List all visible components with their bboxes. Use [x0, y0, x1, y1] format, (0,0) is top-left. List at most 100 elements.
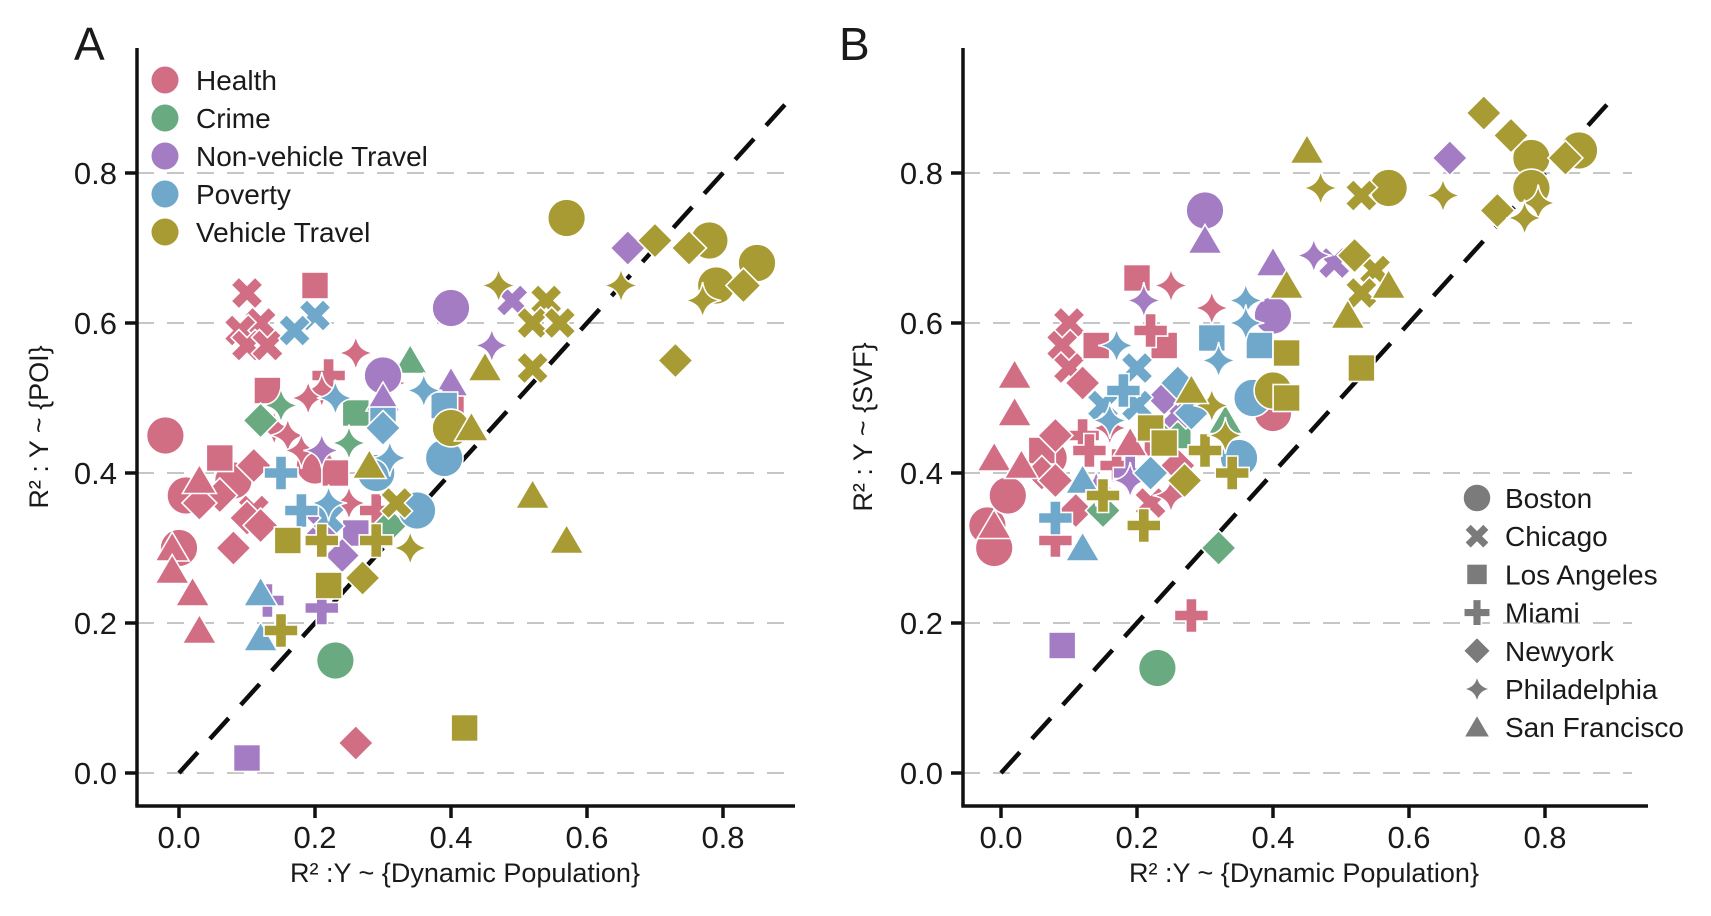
y-tick-label: 0.8 [900, 156, 943, 191]
data-point [1268, 267, 1305, 300]
data-point [405, 371, 443, 410]
data-point [229, 275, 265, 311]
data-point [242, 575, 279, 607]
chart-render-root: 0.0 0.2 0.4 0.6 0.8 0.0 0.2 0.4 0.6 0.8 0.0 0.2 0.4 0… [74, 48, 1684, 855]
data-point [181, 462, 218, 495]
legend-marker-x-icon [1463, 522, 1491, 550]
data-point [1199, 341, 1238, 380]
data-point [1125, 281, 1163, 320]
data-point [1193, 289, 1231, 327]
legend-label: Chicago [1505, 521, 1608, 552]
data-point [391, 529, 429, 567]
data-point [1546, 139, 1585, 177]
x-tick-label: 0.0 [157, 820, 200, 855]
data-point [656, 341, 695, 380]
data-point [1370, 267, 1407, 300]
data-point [235, 446, 273, 485]
data-point [1245, 331, 1274, 360]
legend-label: Los Angeles [1505, 559, 1658, 590]
data-point [975, 440, 1013, 472]
data-point [273, 526, 303, 555]
data-point [1071, 432, 1108, 469]
data-point [343, 559, 382, 597]
data-point [315, 640, 356, 681]
data-point [351, 447, 388, 480]
y-tick-label: 0.2 [900, 606, 943, 641]
data-point [145, 415, 186, 456]
data-point [262, 386, 300, 425]
data-point [431, 288, 471, 328]
data-point [1063, 364, 1102, 402]
y-tick-label: 0.6 [900, 306, 943, 341]
y-tick-label: 0.0 [900, 756, 943, 791]
data-point [683, 281, 722, 320]
data-point [602, 266, 640, 305]
data-point [1003, 447, 1040, 480]
legend-label: Boston [1505, 483, 1592, 514]
data-point [609, 229, 647, 267]
y-tick-label: 0.4 [900, 456, 943, 491]
data-point [300, 271, 330, 300]
data-point [1227, 304, 1265, 342]
data-point [515, 305, 550, 341]
legend-swatch-vehicle-travel [151, 218, 179, 246]
y-tick-label: 0.4 [74, 456, 117, 491]
legend-swatch-crime [151, 104, 179, 132]
data-point [1347, 353, 1376, 383]
data-point [330, 424, 368, 462]
data-point [1335, 236, 1374, 275]
y-tick-label: 0.0 [74, 756, 117, 791]
data-point [1064, 462, 1101, 495]
data-point [379, 485, 414, 521]
data-point [1197, 323, 1227, 353]
panel-b-label: B [839, 18, 870, 70]
data-point [450, 713, 479, 743]
data-point [724, 266, 763, 305]
data-point [1173, 372, 1210, 405]
data-point [1091, 401, 1129, 440]
legend-marker-triangle-icon [1462, 713, 1492, 739]
data-point [479, 266, 518, 305]
data-point [174, 575, 211, 607]
data-point [548, 522, 585, 555]
y-tick-label: 0.8 [74, 156, 117, 191]
data-point [283, 492, 320, 529]
data-point [371, 439, 409, 477]
legend-label: Health [196, 65, 277, 96]
data-point [303, 431, 341, 470]
data-point [1505, 199, 1544, 237]
data-point [975, 507, 1013, 540]
data-point [205, 443, 235, 473]
data-point [1131, 454, 1170, 492]
data-point [1085, 477, 1121, 514]
data-point [473, 326, 511, 365]
data-point [1295, 236, 1333, 275]
x-tick-label: 0.8 [1523, 820, 1566, 855]
data-point [515, 350, 550, 386]
data-point [263, 455, 299, 491]
legend-marker-circle-icon [1462, 483, 1492, 513]
data-point [1187, 432, 1223, 469]
data-point [1519, 184, 1557, 222]
data-point [1165, 461, 1204, 500]
data-point [1186, 222, 1224, 255]
y-tick-label: 0.6 [74, 306, 117, 341]
data-point [314, 571, 343, 600]
panel-a-x-axis-title: R² :Y ~ {Dynamic Population} [290, 858, 640, 888]
data-point [1199, 529, 1238, 567]
legend-swatch-poverty [151, 180, 179, 208]
legend-label: Poverty [196, 179, 291, 210]
legend-label: Vehicle Travel [196, 217, 370, 248]
data-point [1097, 326, 1136, 365]
data-point [1137, 648, 1178, 688]
data-point [1036, 416, 1075, 455]
x-tick-label: 0.4 [1251, 820, 1294, 855]
identity-line [177, 96, 793, 775]
legend-marker-plus-icon [1462, 598, 1492, 627]
data-point [232, 743, 262, 773]
data-point [514, 477, 551, 510]
legend-label: Newyork [1505, 636, 1615, 667]
data-point [1105, 372, 1142, 409]
data-point [1492, 116, 1530, 155]
